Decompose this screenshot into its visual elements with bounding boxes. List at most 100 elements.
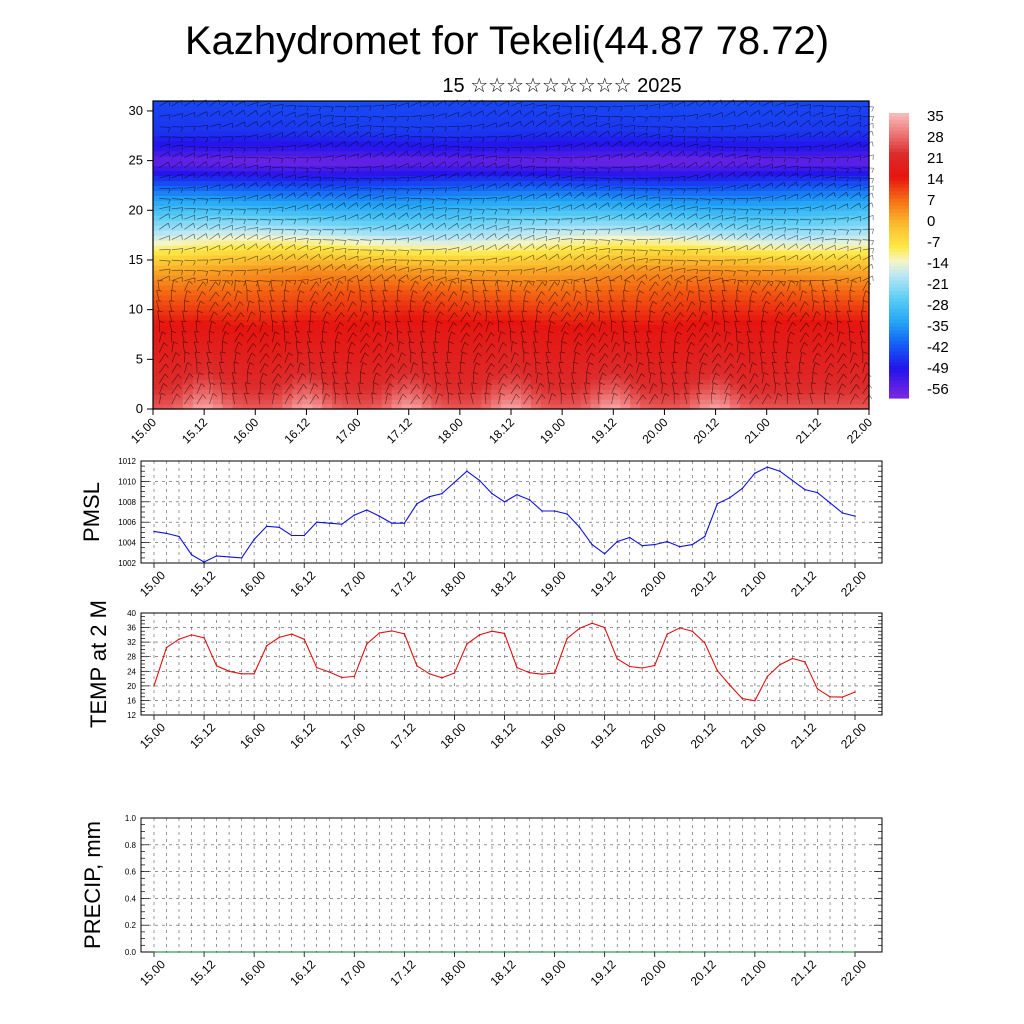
heatmap-cell (789, 190, 800, 196)
heatmap-cell (302, 160, 313, 167)
heatmap-cell (471, 359, 482, 365)
heatmap-cell (630, 399, 641, 405)
heatmap-cell (182, 369, 194, 375)
heatmap-cell (222, 205, 234, 211)
heatmap-cell (222, 359, 234, 365)
heatmap-cell (481, 299, 492, 306)
heatmap-cell (759, 200, 771, 206)
heatmap-cell (729, 294, 741, 301)
heatmap-cell (252, 309, 263, 316)
heatmap-cell (690, 145, 701, 152)
heatmap-cell (451, 404, 462, 410)
heatmap-cell (819, 334, 830, 341)
heatmap-cell (590, 294, 602, 301)
heatmap-cell (182, 329, 194, 336)
heatmap-cell (670, 165, 681, 172)
heatmap-cell (560, 235, 572, 241)
heatmap-cell (769, 250, 781, 256)
heatmap-cell (282, 304, 293, 311)
heatmap-cell (620, 314, 631, 321)
heatmap-cell (461, 369, 472, 375)
heatmap-cell (859, 379, 870, 385)
heatmap-cell (351, 334, 363, 341)
heatmap-cell (779, 384, 791, 390)
heatmap-cell (461, 160, 472, 167)
heatmap-cell (411, 160, 423, 167)
heatmap-cell (789, 334, 800, 341)
wind-barb-flag (218, 209, 221, 215)
heatmap-cell (312, 349, 323, 355)
heatmap-cell (680, 175, 691, 182)
heatmap-cell (630, 110, 641, 117)
heatmap-cell (312, 240, 323, 246)
heatmap-cell (401, 314, 413, 321)
heatmap-cell (511, 155, 522, 162)
heatmap-cell (481, 235, 492, 241)
heatmap-cell (600, 319, 612, 326)
heatmap-cell (182, 190, 194, 196)
wind-barb-staff (259, 207, 271, 210)
heatmap-cell (292, 150, 303, 157)
heatmap-cell (670, 135, 681, 142)
heatmap-cell (252, 175, 263, 182)
heatmap-cell (172, 200, 184, 206)
heatmap-cell (749, 339, 761, 346)
heatmap-cell (162, 200, 174, 206)
heatmap-cell (680, 120, 691, 127)
heatmap-cell (540, 404, 552, 410)
heatmap-cell (341, 309, 353, 316)
heatmap-cell (361, 404, 373, 410)
wind-barb-staff (221, 244, 232, 251)
heatmap-cell (550, 125, 562, 132)
heatmap-cell (580, 359, 592, 365)
heatmap-cell (769, 220, 781, 226)
heatmap-cell (431, 269, 442, 276)
heatmap-cell (312, 404, 323, 410)
heatmap-cell (849, 314, 860, 321)
heatmap-cell (461, 339, 472, 346)
heatmap-cell (391, 354, 403, 360)
heatmap-cell (620, 299, 631, 306)
heatmap-cell (411, 404, 423, 410)
heatmap-cell (421, 125, 433, 132)
heatmap-cell (709, 314, 721, 321)
heatmap-cell (501, 250, 512, 256)
heatmap-cell (849, 294, 860, 301)
wind-barb-staff (234, 351, 237, 363)
heatmap-cell (580, 190, 592, 196)
heatmap-cell (501, 200, 512, 206)
heatmap-cell (699, 314, 711, 321)
heatmap-cell (371, 120, 383, 127)
heatmap-cell (829, 105, 840, 112)
wind-barb-flag (206, 279, 209, 285)
heatmap-cell (709, 140, 721, 147)
heatmap-cell (680, 225, 691, 231)
heatmap-cell (699, 130, 711, 137)
heatmap-cell (520, 269, 532, 276)
heatmap-cell (332, 399, 343, 405)
heatmap-cell (381, 264, 393, 271)
heatmap-cell (212, 284, 224, 291)
heatmap-cell (391, 165, 403, 172)
heatmap-cell (431, 379, 442, 385)
heatmap-cell (570, 115, 582, 122)
heatmap-cell (859, 289, 870, 296)
heatmap-cell (351, 389, 363, 395)
heatmap-cell (560, 334, 572, 341)
heatmap-cell (600, 140, 612, 147)
heatmap-cell (729, 170, 741, 177)
heatmap-cell (859, 309, 870, 316)
wind-barb-staff (158, 331, 163, 343)
heatmap-cell (192, 101, 204, 107)
heatmap-cell (222, 180, 234, 187)
heatmap-cell (371, 101, 383, 107)
heatmap-cell (292, 120, 303, 127)
heatmap-cell (481, 180, 492, 187)
heatmap-cell (789, 364, 800, 370)
heatmap-cell (421, 384, 433, 390)
wind-barb-flag (240, 312, 245, 317)
heatmap-cell (302, 140, 313, 147)
heatmap-cell (371, 220, 383, 226)
heatmap-cell (520, 364, 532, 370)
heatmap-cell (232, 344, 244, 350)
